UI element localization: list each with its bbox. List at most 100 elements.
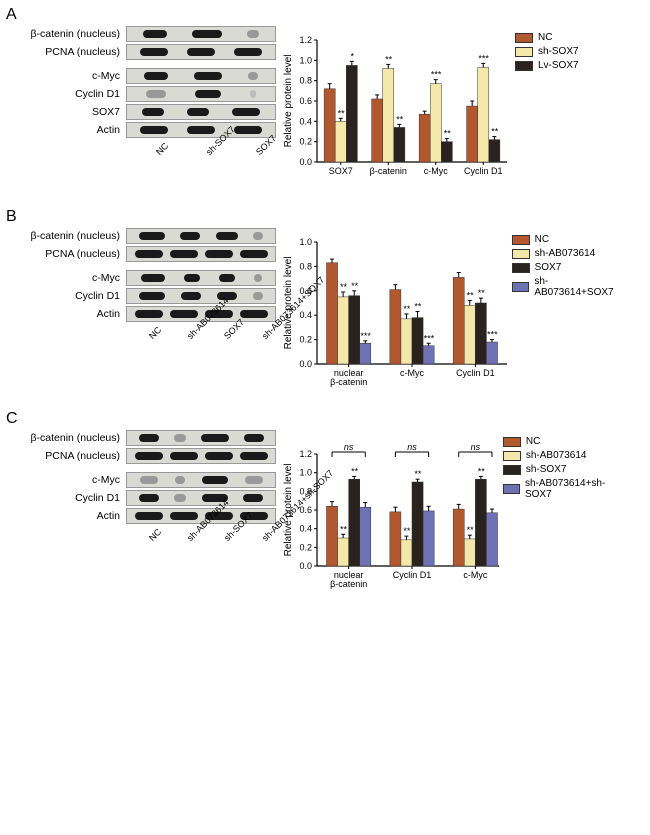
svg-text:β-catenin: β-catenin bbox=[330, 579, 367, 589]
legend-swatch bbox=[503, 437, 521, 447]
svg-text:0.4: 0.4 bbox=[299, 116, 312, 126]
svg-text:ns: ns bbox=[344, 442, 354, 452]
svg-text:***: *** bbox=[360, 331, 371, 341]
legend-label: sh-AB073614 bbox=[526, 450, 587, 461]
svg-text:ns: ns bbox=[407, 442, 417, 452]
legend-item: sh-SOX7 bbox=[503, 464, 626, 475]
svg-text:c-Myc: c-Myc bbox=[400, 368, 424, 378]
legend-swatch bbox=[503, 451, 521, 461]
legend-label: sh-AB073614+SOX7 bbox=[534, 276, 626, 298]
svg-text:Cyclin D1: Cyclin D1 bbox=[393, 570, 432, 580]
legend-swatch bbox=[515, 61, 533, 71]
blot-strip bbox=[126, 270, 276, 286]
blot-row-label: c-Myc bbox=[26, 474, 126, 486]
legend-item: sh-AB073614+SOX7 bbox=[512, 276, 626, 298]
legend-swatch bbox=[515, 47, 533, 57]
svg-text:1.2: 1.2 bbox=[299, 449, 312, 459]
legend-item: NC bbox=[515, 32, 579, 43]
svg-text:SOX7: SOX7 bbox=[329, 166, 353, 176]
svg-text:0.8: 0.8 bbox=[299, 76, 312, 86]
svg-text:**: ** bbox=[466, 291, 474, 301]
blot-strip bbox=[126, 86, 276, 102]
panel-label: A bbox=[6, 6, 644, 24]
blot-row-label: Cyclin D1 bbox=[26, 88, 126, 100]
svg-text:Relative protein level: Relative protein level bbox=[283, 55, 294, 148]
svg-text:*: * bbox=[350, 51, 354, 61]
chart-legend: NC sh-AB073614 sh-SOX7 sh-AB073614+sh-SO… bbox=[503, 436, 626, 503]
blot-row-label: PCNA (nucleus) bbox=[26, 46, 126, 58]
svg-text:***: *** bbox=[423, 333, 434, 343]
lane-label: NC bbox=[147, 334, 180, 367]
svg-text:**: ** bbox=[340, 282, 348, 292]
svg-text:Cyclin D1: Cyclin D1 bbox=[464, 166, 503, 176]
blot-row-label: Actin bbox=[26, 510, 126, 522]
svg-text:**: ** bbox=[396, 114, 404, 124]
bar-chart: 0.00.20.40.60.81.0Relative protein level… bbox=[281, 228, 508, 398]
svg-text:ns: ns bbox=[471, 442, 481, 452]
chart-legend: NC sh-SOX7 Lv-SOX7 bbox=[515, 32, 579, 74]
blot-strip bbox=[126, 68, 276, 84]
legend-item: Lv-SOX7 bbox=[515, 60, 579, 71]
blot-strip bbox=[126, 490, 276, 506]
panel-label: C bbox=[6, 410, 644, 428]
legend-label: sh-AB073614+sh-SOX7 bbox=[525, 478, 626, 500]
panel-label: B bbox=[6, 208, 644, 226]
western-blots: β-catenin (nucleus) PCNA (nucleus) c-Myc… bbox=[26, 228, 281, 370]
svg-text:0.4: 0.4 bbox=[299, 524, 312, 534]
legend-item: NC bbox=[503, 436, 626, 447]
western-blots: β-catenin (nucleus) PCNA (nucleus) c-Myc… bbox=[26, 26, 281, 186]
legend-item: SOX7 bbox=[512, 262, 626, 273]
svg-text:**: ** bbox=[477, 466, 485, 476]
blot-row-label: PCNA (nucleus) bbox=[26, 248, 126, 260]
legend-swatch bbox=[512, 235, 530, 245]
legend-item: sh-AB073614 bbox=[512, 248, 626, 259]
svg-text:**: ** bbox=[443, 129, 451, 139]
blot-row-label: c-Myc bbox=[26, 272, 126, 284]
svg-text:0.2: 0.2 bbox=[299, 542, 312, 552]
svg-text:**: ** bbox=[414, 302, 422, 312]
svg-text:**: ** bbox=[385, 54, 393, 64]
svg-text:***: *** bbox=[478, 53, 489, 63]
lane-label: NC bbox=[154, 150, 187, 183]
blot-row-label: Cyclin D1 bbox=[26, 492, 126, 504]
chart-legend: NC sh-AB073614 SOX7 sh-AB073614+SOX7 bbox=[512, 234, 626, 301]
blot-strip bbox=[126, 228, 276, 244]
blot-row-label: Actin bbox=[26, 124, 126, 136]
blot-strip bbox=[126, 430, 276, 446]
svg-text:1.2: 1.2 bbox=[299, 35, 312, 45]
blot-lane-labels: NCsh-SOX7SOX7 bbox=[129, 140, 279, 186]
svg-text:β-catenin: β-catenin bbox=[330, 377, 367, 387]
legend-item: sh-SOX7 bbox=[515, 46, 579, 57]
lane-label: sh-AB073614 bbox=[185, 334, 218, 367]
blot-row-label: β-catenin (nucleus) bbox=[26, 432, 126, 444]
svg-text:c-Myc: c-Myc bbox=[463, 570, 487, 580]
legend-label: SOX7 bbox=[535, 262, 562, 273]
legend-swatch bbox=[512, 282, 530, 292]
svg-text:**: ** bbox=[403, 304, 411, 314]
bar-chart: 0.00.20.40.60.81.01.2Relative protein le… bbox=[281, 26, 511, 196]
svg-text:0.8: 0.8 bbox=[299, 261, 312, 271]
legend-swatch bbox=[515, 33, 533, 43]
bar-chart: 0.00.20.40.60.81.01.2Relative protein le… bbox=[281, 430, 499, 600]
blot-strip bbox=[126, 26, 276, 42]
svg-text:**: ** bbox=[466, 525, 474, 535]
svg-text:1.0: 1.0 bbox=[299, 468, 312, 478]
svg-text:1.0: 1.0 bbox=[299, 55, 312, 65]
legend-label: NC bbox=[535, 234, 549, 245]
svg-text:**: ** bbox=[351, 281, 359, 291]
blot-strip bbox=[126, 448, 276, 464]
legend-item: sh-AB073614+sh-SOX7 bbox=[503, 478, 626, 500]
lane-label: sh-SOX7 bbox=[222, 536, 255, 569]
svg-text:**: ** bbox=[340, 524, 348, 534]
blot-row-label: c-Myc bbox=[26, 70, 126, 82]
lane-label: SOX7 bbox=[222, 334, 255, 367]
legend-swatch bbox=[512, 249, 530, 259]
legend-label: sh-AB073614 bbox=[535, 248, 596, 259]
svg-text:c-Myc: c-Myc bbox=[424, 166, 448, 176]
svg-text:***: *** bbox=[430, 70, 441, 80]
lane-label: sh-SOX7 bbox=[204, 150, 237, 183]
blot-row-label: Cyclin D1 bbox=[26, 290, 126, 302]
svg-text:**: ** bbox=[477, 288, 485, 298]
svg-text:Cyclin D1: Cyclin D1 bbox=[456, 368, 495, 378]
svg-text:0.4: 0.4 bbox=[299, 310, 312, 320]
